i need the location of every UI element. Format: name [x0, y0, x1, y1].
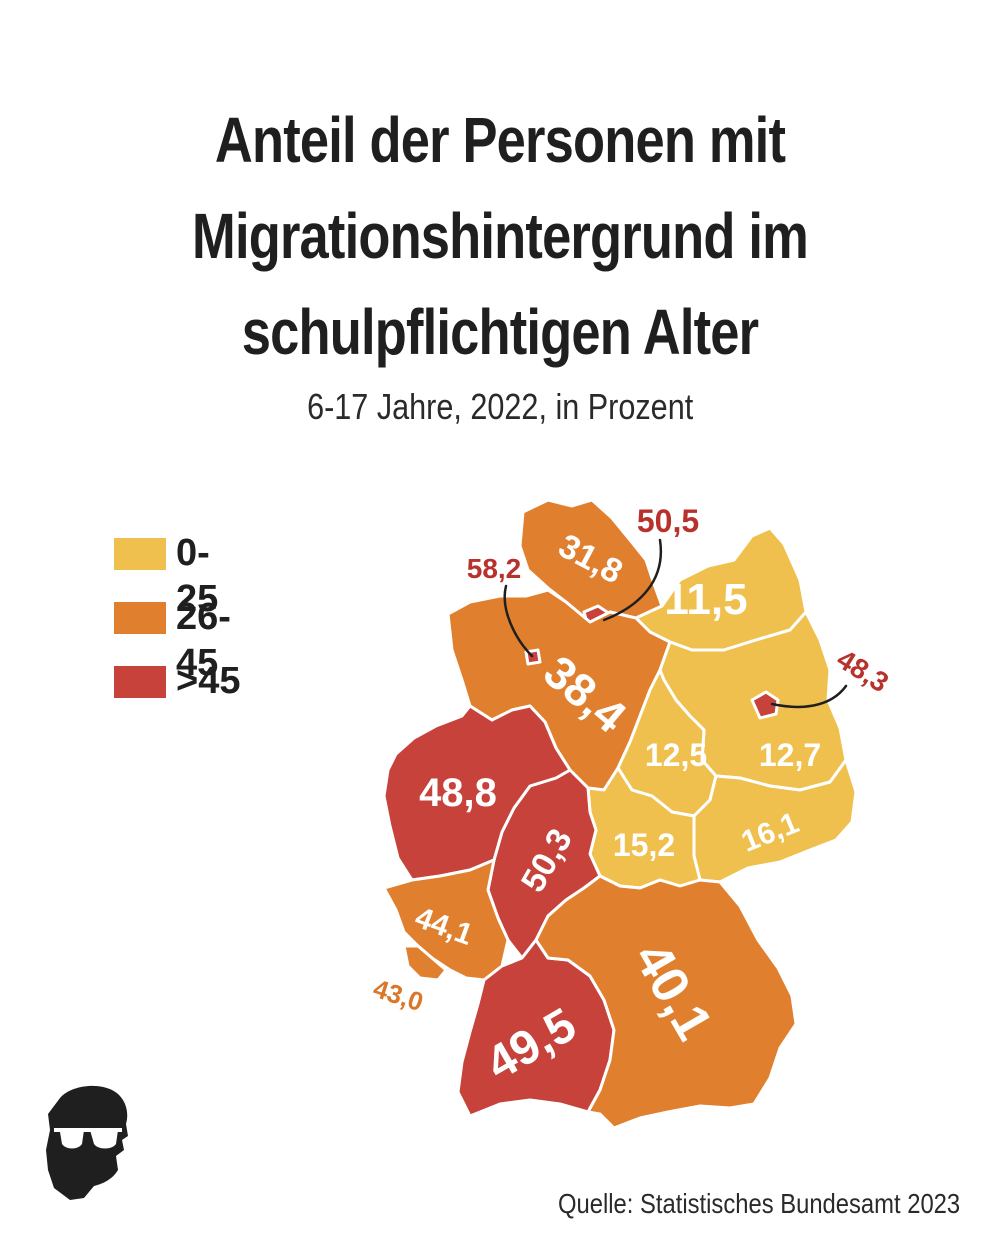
- value-brandenburg: 12,7: [759, 737, 821, 773]
- page-title: Anteil der Personen mit Migrationshinter…: [0, 92, 1000, 380]
- value-nordrhein-westfalen: 48,8: [419, 771, 497, 815]
- legend-swatch-low: [114, 538, 166, 570]
- value-berlin: 48,3: [831, 643, 894, 698]
- value-hamburg: 50,5: [637, 503, 699, 539]
- legend-swatch-high: [114, 666, 166, 698]
- legend-label-low: 0-25: [176, 532, 219, 620]
- legend-swatch-mid: [114, 602, 166, 634]
- value-sachsen-anhalt: 12,5: [645, 737, 707, 773]
- region-saarland: [402, 944, 448, 982]
- subtitle: 6-17 Jahre, 2022, in Prozent: [306, 386, 694, 427]
- value-mecklenburg-vorpommern: 11,5: [664, 575, 747, 624]
- value-thueringen: 15,2: [613, 827, 675, 863]
- title-line-3: schulpflichtigen Alter: [241, 296, 759, 368]
- region-nordrhein-westfalen: [382, 704, 572, 882]
- title-line-1: Anteil der Personen mit: [214, 104, 786, 176]
- legend-label-mid: 26-45: [176, 596, 231, 684]
- source-note: Quelle: Statistisches Bundesamt 2023: [557, 1188, 960, 1219]
- value-saarland: 43,0: [370, 973, 427, 1017]
- connector-berlin: [770, 684, 848, 709]
- legend-label-high: >45: [176, 660, 241, 702]
- title-line-2: Migrationshintergrund im: [192, 200, 809, 272]
- region-berlin: [750, 690, 780, 720]
- connector-hamburg: [602, 538, 663, 622]
- value-bremen: 58,2: [467, 553, 522, 584]
- author-avatar-logo: [46, 1085, 128, 1200]
- region-bayern: [534, 874, 798, 1130]
- connector-bremen: [503, 584, 534, 658]
